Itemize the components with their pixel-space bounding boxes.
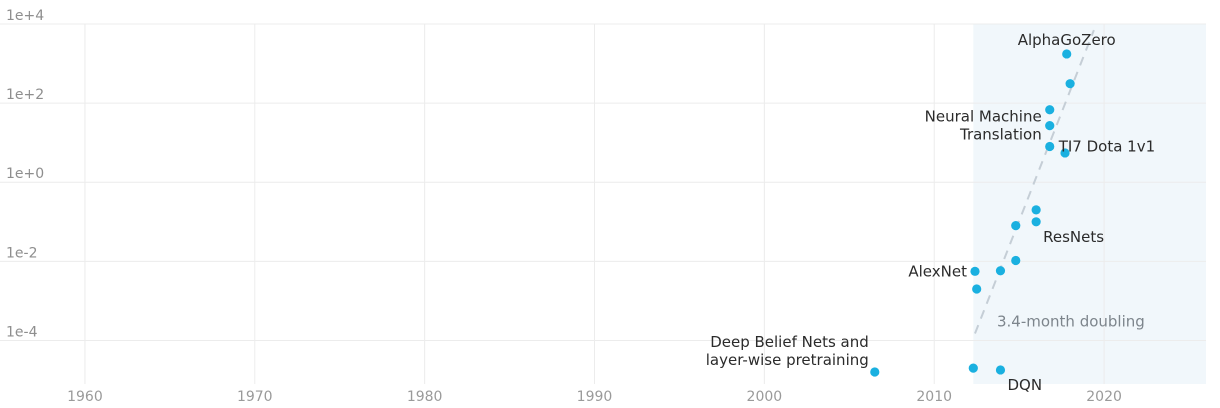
data-point xyxy=(968,363,978,373)
data-point xyxy=(1065,79,1075,89)
x-tick-label: 2010 xyxy=(916,389,952,405)
x-tick-label: 2000 xyxy=(747,389,783,405)
x-tick-label: 1960 xyxy=(67,389,103,405)
data-point xyxy=(1031,217,1041,227)
data-point xyxy=(1011,221,1021,231)
point-label-line: AlexNet xyxy=(908,262,967,280)
data-point xyxy=(1062,49,1072,59)
shaded-region xyxy=(973,24,1206,384)
point-label-line: Translation xyxy=(959,126,1042,144)
data-point xyxy=(1045,105,1055,115)
point-label-line: ResNets xyxy=(1043,228,1104,246)
point-label: DQN xyxy=(1007,376,1042,394)
y-tick-label: 1e-2 xyxy=(6,245,37,261)
point-label: TI7 Dota 1v1 xyxy=(1058,138,1155,156)
data-point xyxy=(1045,141,1055,152)
data-point xyxy=(970,266,980,276)
y-tick-label: 1e-4 xyxy=(6,324,38,340)
point-label-line: layer-wise pretraining xyxy=(706,351,869,369)
data-point xyxy=(995,266,1006,276)
point-label-line: Neural Machine xyxy=(925,108,1042,126)
trend-layer: 3.4-month doubling xyxy=(974,29,1145,334)
data-point xyxy=(870,367,880,377)
data-point xyxy=(995,365,1006,375)
x-tick-label: 1990 xyxy=(577,389,613,405)
point-label-line: AlphaGoZero xyxy=(1018,31,1116,49)
y-tick-label: 1e+4 xyxy=(6,8,44,24)
point-label-line: TI7 Dota 1v1 xyxy=(1058,138,1155,156)
points-layer xyxy=(870,49,1075,377)
labels-layer: Deep Belief Nets and layer-wise pretraini… xyxy=(706,31,1155,394)
point-label: Neural Machine Translation xyxy=(925,108,1042,144)
data-point xyxy=(1011,255,1021,266)
trend-line xyxy=(974,29,1095,334)
x-tick-label: 1970 xyxy=(237,389,273,405)
data-point xyxy=(1031,205,1041,215)
grid-layer xyxy=(0,23,1206,384)
point-label: ResNets xyxy=(1043,228,1104,246)
x-tick-label: 2020 xyxy=(1086,389,1122,405)
point-label-line: Deep Belief Nets and xyxy=(710,333,869,351)
point-label: Deep Belief Nets and layer-wise pretraini… xyxy=(706,333,869,369)
point-label: AlexNet xyxy=(908,262,967,280)
data-point xyxy=(1060,148,1070,158)
point-label: AlphaGoZero xyxy=(1018,31,1116,49)
axis-labels-layer: 1e+4 1e+2 1e+0 1e-2 1e-4 1960 1970 1980 1990 2000… xyxy=(6,8,1122,405)
y-tick-label: 1e+2 xyxy=(6,87,44,103)
data-point xyxy=(972,284,982,294)
point-label-line: DQN xyxy=(1007,376,1042,394)
y-tick-label: 1e+0 xyxy=(6,166,44,182)
trend-label: 3.4-month doubling xyxy=(997,313,1145,331)
x-tick-label: 1980 xyxy=(407,389,443,405)
data-point xyxy=(1045,121,1055,131)
shaded-region-layer xyxy=(973,24,1206,384)
